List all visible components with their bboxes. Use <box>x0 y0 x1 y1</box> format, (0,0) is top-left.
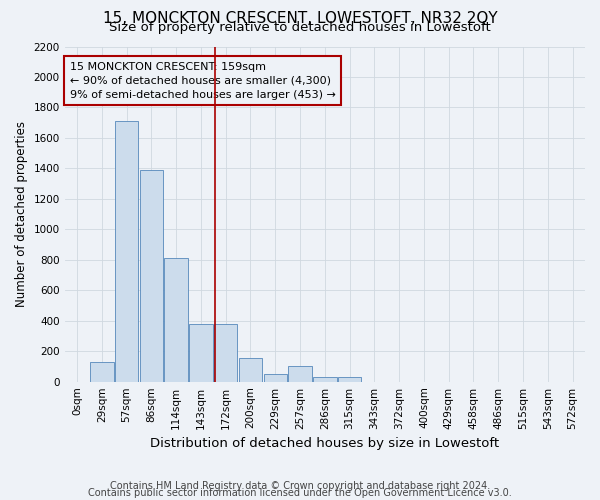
Bar <box>239 358 262 382</box>
Text: Size of property relative to detached houses in Lowestoft: Size of property relative to detached ho… <box>109 22 491 35</box>
Bar <box>338 377 361 382</box>
Text: Contains HM Land Registry data © Crown copyright and database right 2024.: Contains HM Land Registry data © Crown c… <box>110 481 490 491</box>
X-axis label: Distribution of detached houses by size in Lowestoft: Distribution of detached houses by size … <box>150 437 499 450</box>
Bar <box>263 374 287 382</box>
Bar <box>115 121 139 382</box>
Text: Contains public sector information licensed under the Open Government Licence v3: Contains public sector information licen… <box>88 488 512 498</box>
Bar <box>189 324 213 382</box>
Text: 15 MONCKTON CRESCENT: 159sqm
← 90% of detached houses are smaller (4,300)
9% of : 15 MONCKTON CRESCENT: 159sqm ← 90% of de… <box>70 62 336 100</box>
Bar <box>140 170 163 382</box>
Bar <box>90 362 113 382</box>
Bar <box>313 377 337 382</box>
Bar <box>288 366 312 382</box>
Bar <box>214 324 238 382</box>
Bar <box>164 258 188 382</box>
Y-axis label: Number of detached properties: Number of detached properties <box>15 121 28 307</box>
Text: 15, MONCKTON CRESCENT, LOWESTOFT, NR32 2QY: 15, MONCKTON CRESCENT, LOWESTOFT, NR32 2… <box>103 11 497 26</box>
